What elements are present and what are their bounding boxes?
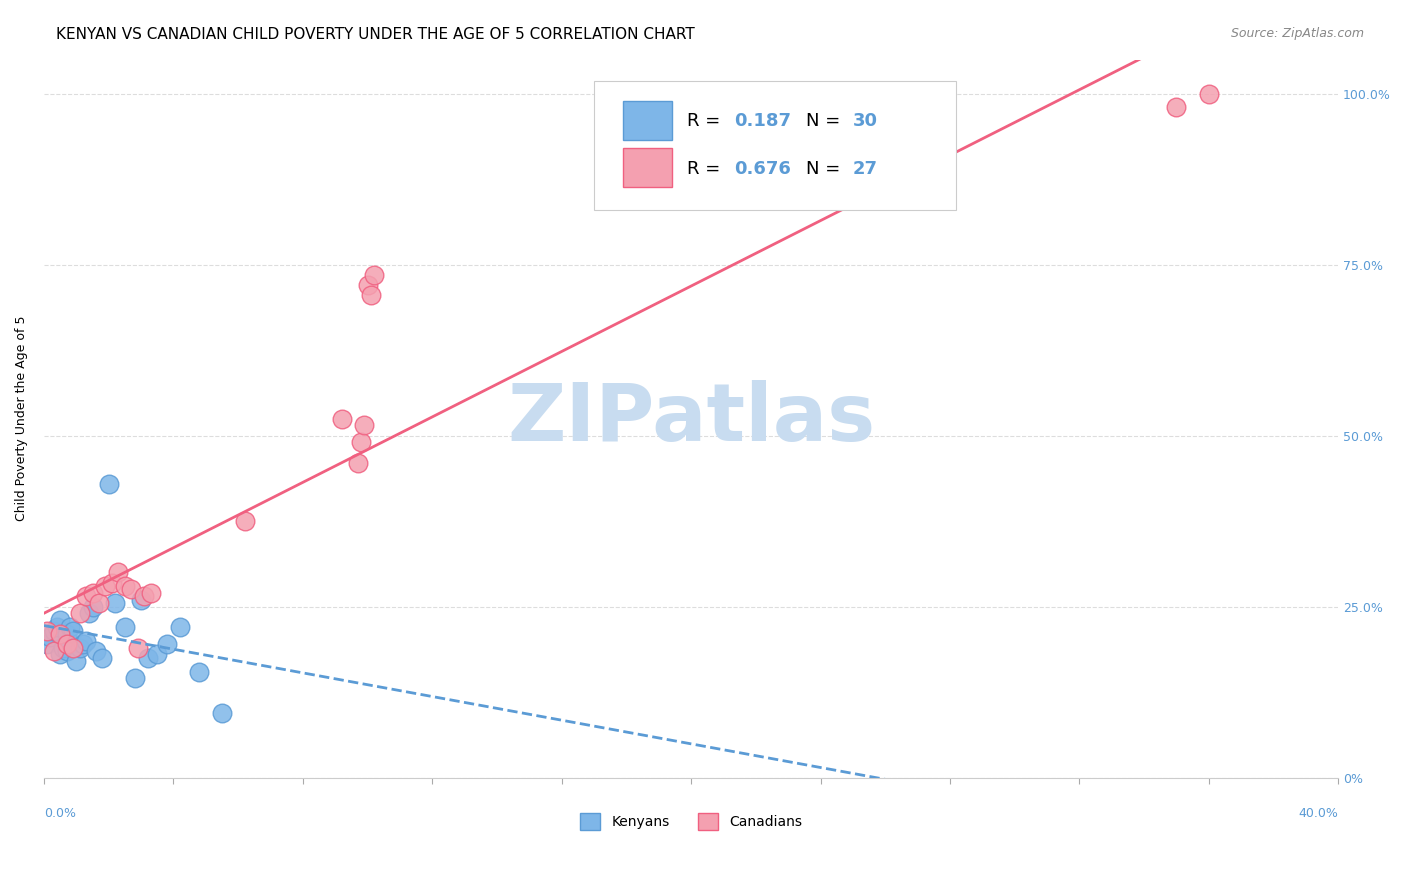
Point <box>39 631 62 645</box>
Point <box>350 435 373 450</box>
Point <box>139 586 162 600</box>
Point <box>82 586 104 600</box>
Point <box>55 627 77 641</box>
Text: 0.0%: 0.0% <box>44 807 76 820</box>
Point <box>114 620 136 634</box>
Text: N =: N = <box>806 112 846 129</box>
Text: 40.0%: 40.0% <box>1298 807 1339 820</box>
Point <box>211 706 233 720</box>
Text: 30: 30 <box>853 112 877 129</box>
Point <box>146 648 169 662</box>
Point <box>75 590 97 604</box>
Text: ZIPatlas: ZIPatlas <box>508 380 876 458</box>
Point <box>49 648 72 662</box>
Point <box>107 566 129 580</box>
Text: R =: R = <box>688 112 727 129</box>
Point <box>72 637 94 651</box>
Point <box>94 579 117 593</box>
Point <box>52 640 75 655</box>
Point <box>353 418 375 433</box>
Text: KENYAN VS CANADIAN CHILD POVERTY UNDER THE AGE OF 5 CORRELATION CHART: KENYAN VS CANADIAN CHILD POVERTY UNDER T… <box>56 27 695 42</box>
Point <box>124 672 146 686</box>
Point <box>77 607 100 621</box>
Point <box>75 633 97 648</box>
Text: 0.676: 0.676 <box>734 160 790 178</box>
Point <box>55 637 77 651</box>
Legend: Kenyans, Canadians: Kenyans, Canadians <box>574 807 808 835</box>
Point <box>62 640 84 655</box>
Text: N =: N = <box>806 160 846 178</box>
FancyBboxPatch shape <box>623 101 672 140</box>
Point <box>91 651 114 665</box>
Point <box>114 579 136 593</box>
Point <box>188 665 211 679</box>
Point <box>330 411 353 425</box>
Point <box>69 607 91 621</box>
Text: 27: 27 <box>853 160 877 178</box>
FancyBboxPatch shape <box>623 148 672 187</box>
Point <box>101 575 124 590</box>
Point <box>84 644 107 658</box>
Point <box>42 644 65 658</box>
Point <box>360 288 382 302</box>
Point <box>363 268 385 282</box>
Text: Source: ZipAtlas.com: Source: ZipAtlas.com <box>1230 27 1364 40</box>
Point <box>156 637 179 651</box>
Point <box>37 624 59 638</box>
FancyBboxPatch shape <box>595 81 956 211</box>
Point <box>136 651 159 665</box>
Text: R =: R = <box>688 160 727 178</box>
Point <box>127 640 149 655</box>
Point <box>1198 87 1220 101</box>
Point <box>55 644 77 658</box>
Point <box>120 582 142 597</box>
Point <box>42 624 65 638</box>
Point <box>104 596 127 610</box>
Point <box>356 278 378 293</box>
Point <box>169 620 191 634</box>
Point <box>49 627 72 641</box>
Point <box>347 456 370 470</box>
Point <box>45 620 67 634</box>
Point <box>65 654 87 668</box>
Point <box>62 624 84 638</box>
Point <box>97 476 120 491</box>
Point <box>59 620 82 634</box>
Point <box>49 613 72 627</box>
Point <box>69 640 91 655</box>
Point <box>233 514 256 528</box>
Point <box>87 596 110 610</box>
Y-axis label: Child Poverty Under the Age of 5: Child Poverty Under the Age of 5 <box>15 316 28 521</box>
Point <box>129 592 152 607</box>
Point <box>37 637 59 651</box>
Point <box>134 590 156 604</box>
Point <box>1166 100 1188 114</box>
Point <box>82 599 104 614</box>
Text: 0.187: 0.187 <box>734 112 790 129</box>
